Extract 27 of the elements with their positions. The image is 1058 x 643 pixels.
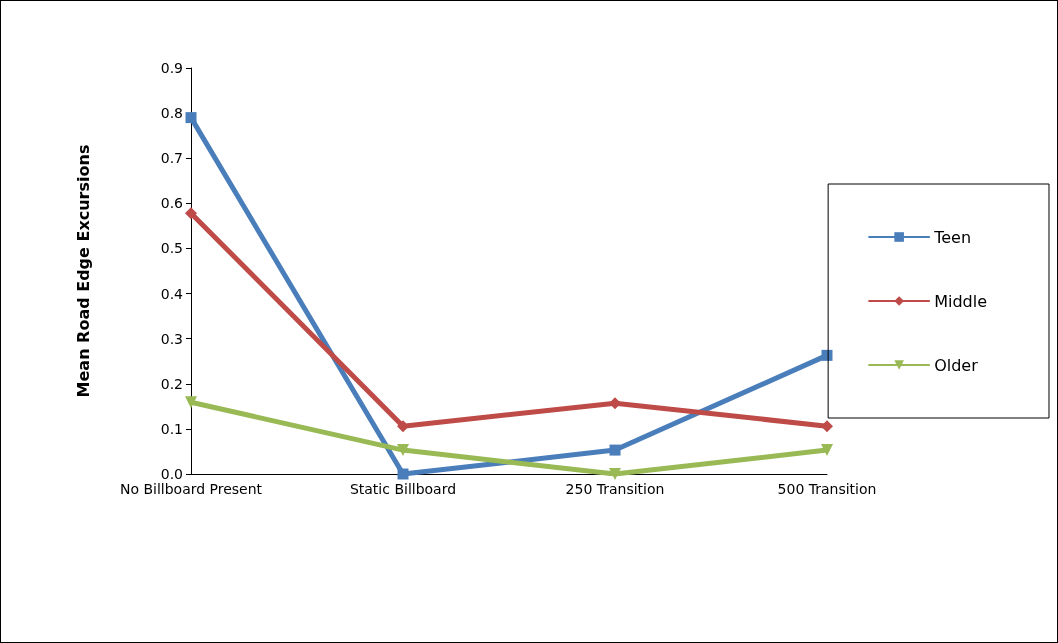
y-tick-label: 0.1	[160, 420, 183, 437]
y-tick-label: 0.3	[160, 330, 183, 347]
point	[397, 468, 409, 480]
y-tick-label: 0.5	[160, 240, 183, 257]
point	[397, 444, 409, 457]
legend-label: Teen	[933, 227, 972, 247]
point	[821, 444, 833, 457]
x-tick-label: Static Billboard	[349, 481, 457, 497]
y-tick-label: 0.8	[160, 105, 183, 122]
y-axis-title: Mean Road Edge Excursions	[73, 144, 93, 398]
x-tick-label: 500 Transition	[777, 481, 877, 497]
y-tick-label: 0.2	[160, 375, 183, 392]
y-tick-label: 0.4	[160, 285, 184, 302]
point	[609, 468, 621, 480]
point	[609, 397, 621, 410]
point	[185, 396, 197, 409]
y-tick-label: 0.0	[160, 466, 183, 482]
y-tick-label: 0.7	[160, 150, 183, 167]
point	[185, 112, 197, 124]
x-tick-label: No Billboard Present	[119, 481, 263, 497]
legend-label: Older	[934, 355, 979, 375]
y-tick-label: 0.6	[160, 195, 184, 212]
legend-label: Middle	[934, 291, 988, 311]
point	[185, 207, 197, 220]
point	[609, 444, 621, 456]
x-tick-label: 250 Transition	[565, 481, 665, 497]
y-tick-label: 0.9	[160, 60, 183, 76]
